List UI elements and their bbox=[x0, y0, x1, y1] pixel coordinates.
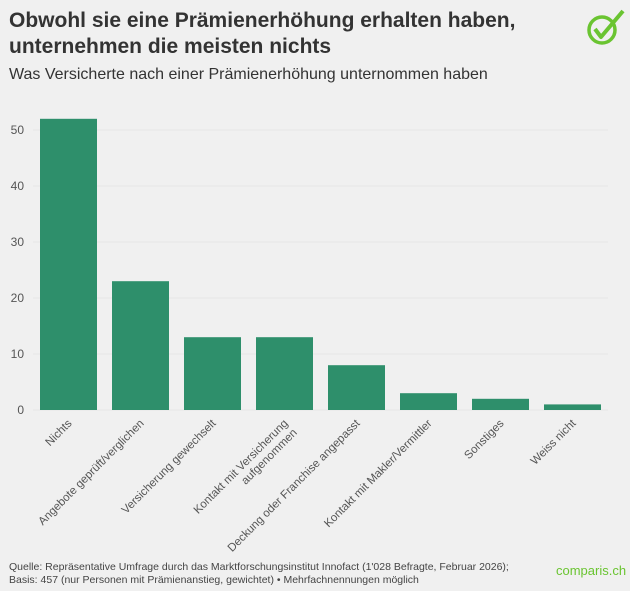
y-tick-label: 10 bbox=[11, 347, 25, 361]
y-tick-label: 0 bbox=[17, 403, 24, 417]
chart-subtitle: Was Versicherte nach einer Prämienerhöhu… bbox=[9, 66, 488, 83]
y-tick-label: 50 bbox=[11, 123, 25, 137]
x-tick-label: Sonstiges bbox=[462, 417, 506, 461]
bar bbox=[400, 393, 457, 410]
brand-logo: comparis.ch bbox=[556, 563, 627, 578]
x-tick-label: Weiss nicht bbox=[529, 417, 579, 467]
bar bbox=[256, 337, 313, 410]
chart-title: Obwohl sie eine Prämienerhöhung erhalten… bbox=[9, 9, 516, 58]
y-tick-label: 30 bbox=[11, 235, 25, 249]
bar bbox=[472, 398, 529, 410]
bar bbox=[544, 404, 601, 410]
y-tick-label: 20 bbox=[11, 291, 25, 305]
source-note: Quelle: Repräsentative Umfrage durch das… bbox=[9, 561, 509, 586]
comparis-check-logo-icon bbox=[587, 9, 625, 45]
bar bbox=[112, 281, 169, 410]
bar bbox=[184, 337, 241, 410]
x-tick-label: Nichts bbox=[44, 417, 75, 448]
bar bbox=[328, 365, 385, 410]
bar bbox=[40, 118, 97, 411]
y-tick-label: 40 bbox=[11, 179, 25, 193]
